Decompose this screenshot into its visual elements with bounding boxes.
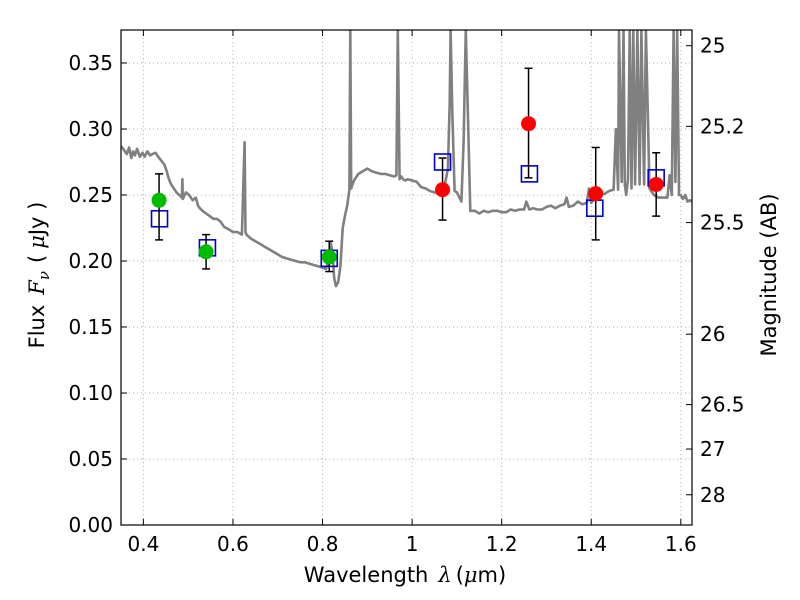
x-tick-label: 1 — [406, 532, 419, 556]
model-photometry-point — [520, 165, 539, 183]
observed-optical-point — [321, 249, 337, 265]
y-tick-label: 0.25 — [68, 183, 113, 207]
y-axis-label: FluxFν(μJy ) — [25, 202, 53, 349]
model-spectrum-line — [121, 30, 692, 288]
x-tick-label: 1.6 — [665, 532, 697, 556]
observed-nir-point — [648, 176, 664, 192]
x-tick-label: 1.2 — [486, 532, 518, 556]
observed-nir-point — [435, 182, 451, 198]
observed-optical-point — [151, 192, 167, 208]
observed-nir-point — [588, 186, 604, 202]
y2-tick-label: 26 — [700, 322, 725, 346]
x-axis-label: Wavelength λ (μm) — [304, 563, 506, 587]
observed-nir-point — [521, 116, 537, 132]
y-tick-label: 0.00 — [68, 513, 113, 537]
y2-axis-label: Magnitude (AB) — [757, 193, 781, 356]
x-tick-label: 0.8 — [307, 532, 339, 556]
x-tick-label: 0.6 — [217, 532, 249, 556]
y2-tick-label: 28 — [700, 483, 725, 507]
axis-ticks: 0.4 0.6 0.8 1 1.2 1.4 1.6 0.00 0.05 0.10 0.15 0.20 0… — [68, 30, 745, 556]
y-tick-label: 0.20 — [68, 249, 113, 273]
y2-tick-label: 25 — [700, 34, 725, 58]
plot-data — [121, 30, 692, 288]
y2-tick-label: 26.5 — [700, 393, 745, 417]
y2-tick-label: 25.5 — [700, 211, 745, 235]
x-tick-label: 0.4 — [127, 532, 159, 556]
y-tick-label: 0.30 — [68, 117, 113, 141]
plot-frame — [120, 29, 693, 526]
axes-frame — [120, 29, 693, 526]
y-tick-label: 0.15 — [68, 315, 113, 339]
y2-tick-label: 27 — [700, 437, 725, 461]
y-tick-label: 0.05 — [68, 447, 113, 471]
grid — [121, 30, 692, 525]
y2-tick-label: 25.2 — [700, 114, 745, 138]
y-tick-label: 0.35 — [68, 51, 113, 75]
x-tick-label: 1.4 — [575, 532, 607, 556]
y-tick-label: 0.10 — [68, 381, 113, 405]
model-photometry-point — [586, 199, 604, 217]
observed-optical-point — [198, 244, 214, 260]
